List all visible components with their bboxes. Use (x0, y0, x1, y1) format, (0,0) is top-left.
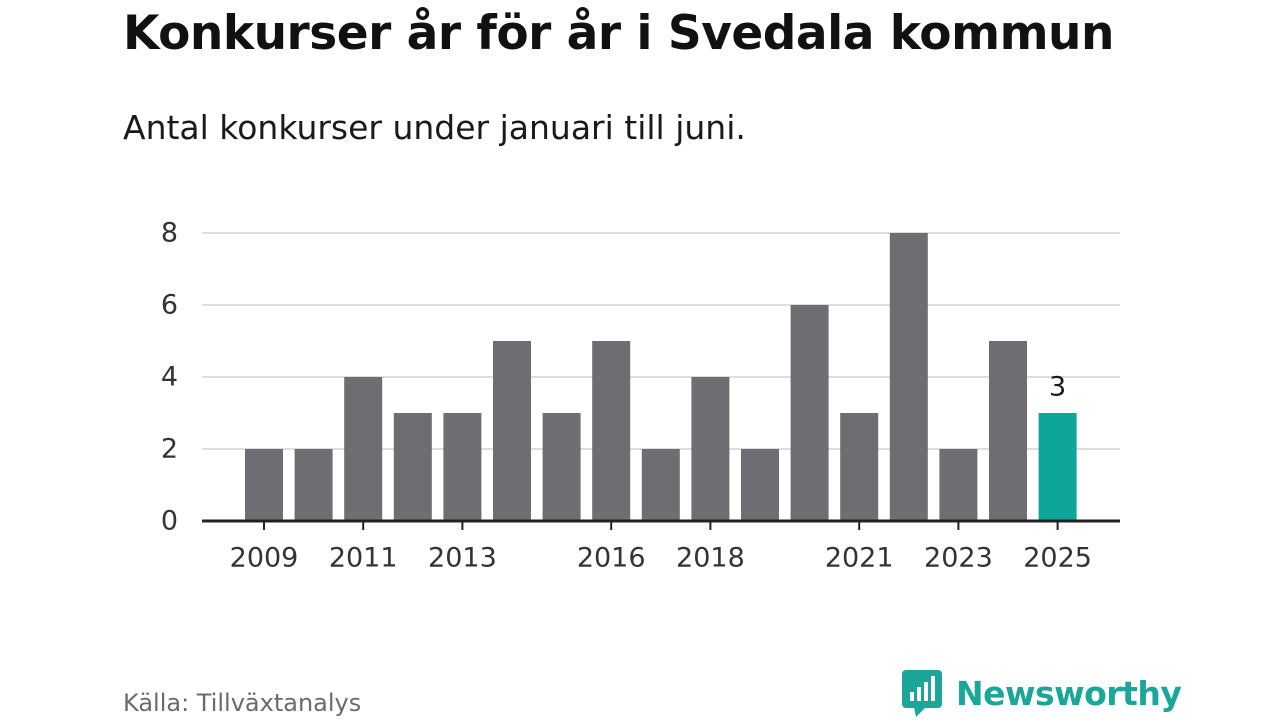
bar-2012 (393, 413, 432, 521)
bar-2014 (493, 341, 531, 521)
bar-2022 (889, 233, 928, 521)
x-tick-label: 2018 (676, 543, 745, 574)
x-tick-label: 2021 (825, 543, 894, 574)
x-tick-label: 2016 (577, 543, 646, 574)
y-tick-label: 6 (161, 290, 178, 321)
bar-2021 (840, 413, 879, 521)
bar-2020 (790, 305, 829, 521)
gridlines (202, 232, 1120, 450)
bar-2017 (641, 449, 680, 521)
bars (245, 233, 1077, 521)
brand-name: Newsworthy (956, 674, 1182, 713)
x-tick-label: 2023 (924, 543, 993, 574)
brand-logo[interactable]: Newsworthy (902, 670, 1182, 718)
bar-highlight-2025 (1038, 413, 1077, 521)
bar-2016 (592, 341, 631, 521)
chart-title: Konkurser år för år i Svedala kommun (123, 6, 1114, 61)
bar-2013 (443, 413, 482, 521)
y-tick-label: 8 (161, 218, 178, 249)
bar-2018 (691, 377, 730, 521)
bar-2011 (344, 377, 383, 521)
x-tick-label: 2013 (428, 543, 497, 574)
chart-subtitle: Antal konkurser under januari till juni. (123, 108, 746, 147)
x-tick-label: 2009 (230, 543, 299, 574)
bar-2023 (939, 449, 978, 521)
x-tick-label: 2025 (1023, 543, 1092, 574)
y-tick-label: 0 (161, 506, 178, 537)
bar-2019 (741, 449, 779, 521)
newsworthy-chart-bubble-icon (902, 670, 942, 717)
bar-2009 (245, 449, 283, 521)
labels: 0 2 4 6 8 3 2009 2011 2013 2016 2018 2021 2023 2025 (161, 218, 1092, 574)
bar-2015 (542, 413, 581, 521)
x-tick-label: 2011 (329, 543, 398, 574)
axes (202, 519, 1120, 530)
data-label: 3 (1049, 372, 1066, 403)
bar-2010 (294, 449, 333, 521)
source-note: Källa: Tillväxtanalys (123, 689, 362, 717)
y-tick-label: 2 (161, 434, 178, 465)
bar-2024 (989, 341, 1027, 521)
y-tick-label: 4 (161, 362, 178, 393)
